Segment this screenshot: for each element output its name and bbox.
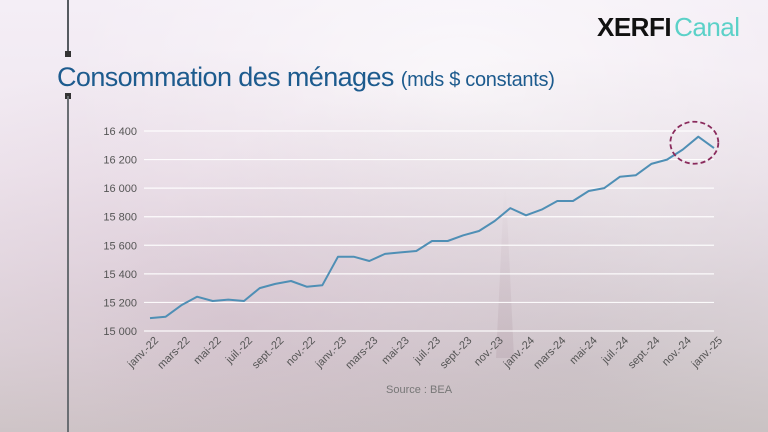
chart-title-main: Consommation des ménages xyxy=(57,62,394,92)
x-tick-label: mars-24 xyxy=(531,335,568,372)
left-rule-top xyxy=(67,0,69,54)
logo-xerfi: XERFI xyxy=(597,12,672,42)
x-tick-label: nov.-24 xyxy=(660,335,694,369)
x-tick-label: mars-22 xyxy=(155,335,192,372)
series-line xyxy=(149,135,715,320)
y-tick-label: 15 800 xyxy=(103,212,137,224)
y-tick-label: 15 000 xyxy=(103,326,137,338)
x-tick-label: sept.-22 xyxy=(250,335,287,372)
x-tick-label: mars-23 xyxy=(343,335,380,372)
xerfi-canal-logo: XERFI Canal xyxy=(597,12,740,43)
y-tick-label: 16 400 xyxy=(103,126,137,138)
x-tick-label: janv.-22 xyxy=(125,335,161,371)
chart-title: Consommation des ménages (mds $ constant… xyxy=(57,62,555,93)
x-tick-label: janv.-23 xyxy=(313,335,349,371)
x-tick-label: nov.-22 xyxy=(284,335,318,369)
y-tick-label: 16 000 xyxy=(103,183,137,195)
chart-title-unit: (mds $ constants) xyxy=(400,69,555,91)
y-tick-label: 15 200 xyxy=(103,297,137,309)
x-tick-label: nov.-23 xyxy=(472,335,506,369)
x-tick-label: mai-22 xyxy=(192,335,224,367)
x-tick-label: sept.-23 xyxy=(438,335,475,372)
x-tick-label: janv.-25 xyxy=(689,335,725,371)
y-tick-label: 15 400 xyxy=(103,269,137,281)
x-tick-label: mai-24 xyxy=(568,335,600,367)
y-tick-label: 16 200 xyxy=(103,155,137,167)
x-tick-label: janv.-24 xyxy=(501,335,537,371)
left-rule-bottom xyxy=(67,96,69,432)
highlight-circle xyxy=(669,120,720,165)
source-note: Source : BEA xyxy=(386,384,453,396)
y-tick-label: 15 600 xyxy=(103,240,137,252)
x-tick-label: mai-23 xyxy=(380,335,412,367)
x-tick-label: sept.-24 xyxy=(626,335,663,372)
logo-canal: Canal xyxy=(674,12,740,42)
left-rule-marker-top xyxy=(65,51,71,57)
